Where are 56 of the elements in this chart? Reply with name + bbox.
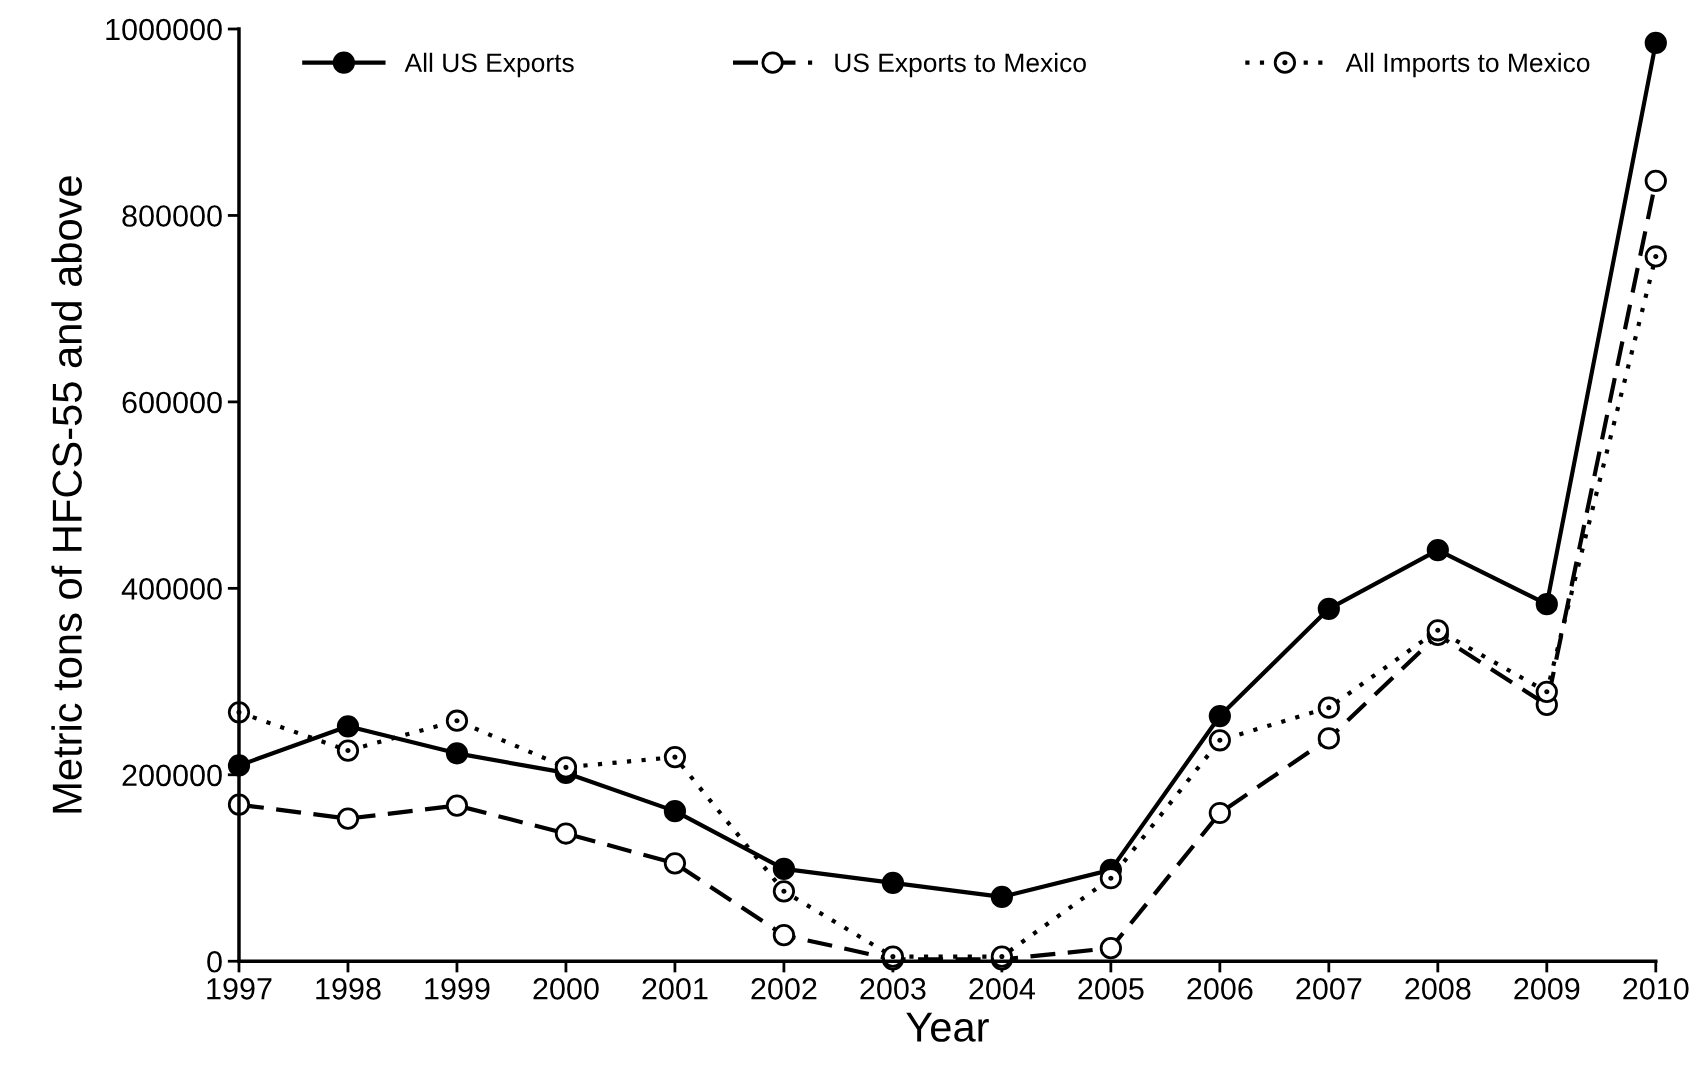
point	[663, 800, 687, 823]
point	[663, 745, 687, 769]
x-tick-label: 1999	[425, 978, 490, 1000]
point	[336, 715, 360, 738]
point	[990, 885, 1013, 909]
point	[336, 807, 360, 830]
point	[1426, 539, 1449, 562]
point	[1317, 597, 1340, 620]
x-tick-label: 2006	[1187, 978, 1253, 1000]
point	[445, 794, 469, 817]
point	[1535, 593, 1558, 616]
point	[554, 756, 578, 779]
point	[1099, 867, 1122, 890]
legend-label: All US Exports	[404, 52, 574, 78]
point	[445, 742, 469, 765]
x-tick-label: 2001	[642, 978, 708, 1000]
point	[1426, 619, 1449, 642]
point	[881, 871, 904, 895]
x-tick-label: 1998	[316, 978, 381, 1000]
point	[663, 852, 687, 875]
x-tick-label: 2007	[1296, 978, 1362, 1000]
y-tick-label: 400000	[121, 578, 222, 600]
point	[1644, 245, 1667, 268]
y-axis-title: Metric tons of HFCS-55 and above	[51, 176, 82, 813]
point	[772, 857, 796, 881]
x-tick-label: 2010	[1623, 978, 1689, 1000]
point	[1208, 801, 1231, 825]
legend-label: All Imports to Mexico	[1345, 52, 1590, 78]
x-tick-label: 2008	[1405, 978, 1471, 1000]
legend-label: US Exports to Mexico	[835, 52, 1086, 78]
point	[1208, 729, 1231, 752]
x-tick-label: 2000	[533, 978, 599, 1000]
y-tick-label: 200000	[122, 764, 222, 787]
y-tick-label: 1000000	[106, 18, 222, 41]
point	[554, 822, 578, 845]
point	[336, 739, 360, 762]
y-tick-label: 800000	[122, 205, 222, 227]
point	[1535, 680, 1558, 703]
point	[1099, 937, 1122, 960]
x-tick-label: 1997	[207, 978, 272, 1000]
point	[1644, 169, 1667, 193]
x-tick-label: 2002	[751, 978, 817, 1000]
y-tick-label: 600000	[122, 391, 222, 414]
point	[1644, 31, 1667, 55]
x-tick-label: 2004	[969, 978, 1035, 1000]
point	[772, 924, 796, 947]
x-tick-label: 2003	[860, 978, 926, 1000]
point	[1317, 696, 1340, 719]
x-tick-label: 2009	[1514, 978, 1580, 1000]
y-tick-label: 0	[207, 950, 222, 973]
point	[1317, 727, 1340, 750]
x-tick-label: 2005	[1078, 978, 1144, 1000]
x-axis-title: Year	[906, 1012, 989, 1042]
point	[772, 880, 796, 903]
point	[445, 709, 469, 732]
point	[1208, 704, 1231, 728]
